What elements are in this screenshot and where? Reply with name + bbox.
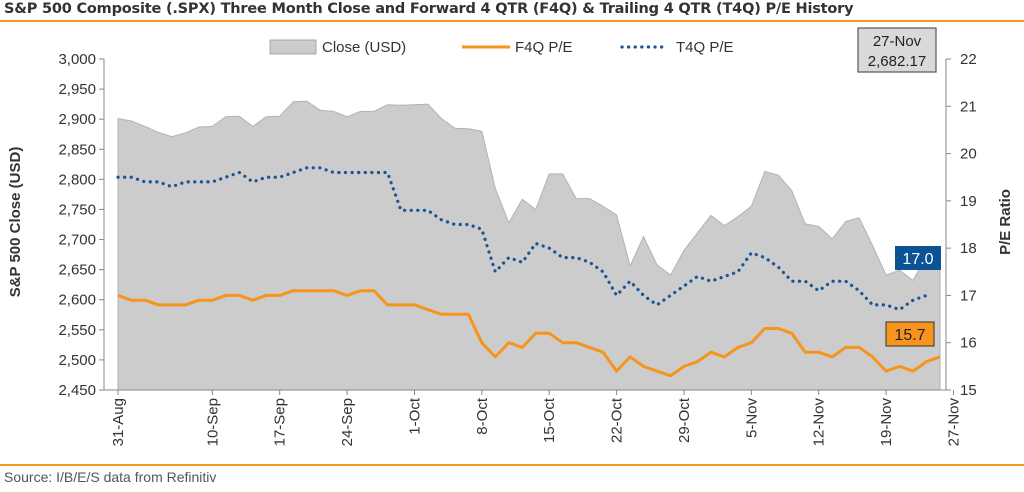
left-tick-label: 2,500 [58, 352, 96, 369]
f4q-callout-value: 15.7 [894, 327, 925, 344]
legend-swatch-close [269, 39, 317, 55]
right-tick-label: 16 [960, 335, 977, 352]
source-note: Source: I/B/E/S data from Refinitiv [4, 469, 217, 485]
right-tick-label: 17 [960, 287, 977, 304]
left-axis: 2,450 2,500 2,550 2,600 2,650 2,700 2,750 2,800… [58, 51, 105, 399]
x-tick-label: 8-Oct [474, 397, 491, 435]
chart: 2,450 2,500 2,550 2,600 2,650 2,700 2,750 2,800… [7, 27, 1014, 447]
y-axis-title-right: P/E Ratio [997, 189, 1014, 255]
left-tick-label: 2,850 [58, 141, 96, 158]
close-callout-date: 27-Nov [873, 33, 922, 50]
legend-label-f4q: F4Q P/E [515, 39, 573, 56]
x-tick-label: 22-Oct [609, 397, 626, 443]
x-tick-label: 27-Nov [945, 398, 962, 447]
right-tick-label: 20 [960, 146, 977, 163]
close-callout: 27-Nov 2,682.17 [857, 27, 937, 73]
right-tick-label: 18 [960, 240, 977, 257]
y-axis-title-left: S&P 500 Close (USD) [7, 147, 24, 298]
x-tick-label: 17-Sep [272, 398, 289, 446]
left-tick-label: 2,800 [58, 171, 96, 188]
right-tick-label: 19 [960, 193, 977, 210]
right-tick-label: 22 [960, 51, 977, 68]
close-area-series [117, 100, 941, 391]
left-tick-label: 2,650 [58, 262, 96, 279]
t4q-callout: 17.0 [895, 246, 941, 270]
legend-label-close: Close (USD) [322, 39, 406, 56]
left-tick-label: 3,000 [58, 51, 96, 68]
right-tick-label: 15 [960, 382, 977, 399]
chart-title: S&P 500 Composite (.SPX) Three Month Clo… [4, 1, 854, 17]
right-axis: 15 16 17 18 19 20 21 22 [945, 51, 977, 399]
f4q-callout: 15.7 [885, 321, 935, 347]
left-tick-label: 2,450 [58, 382, 96, 399]
left-tick-label: 2,750 [58, 201, 96, 218]
left-tick-label: 2,600 [58, 292, 96, 309]
x-tick-label: 29-Oct [676, 397, 693, 443]
legend-label-t4q: T4Q P/E [676, 39, 734, 56]
x-tick-label: 1-Oct [406, 397, 423, 435]
x-tick-label: 19-Nov [878, 398, 895, 447]
f4q-pe-line [117, 289, 941, 378]
close-callout-value: 2,682.17 [868, 53, 926, 70]
left-tick-label: 2,550 [58, 322, 96, 339]
x-axis: 31-Aug 10-Sep 17-Sep 24-Sep 1-Oct 8-Oct 15-Oct… [104, 389, 962, 447]
legend: Close (USD) F4Q P/E T4Q P/E [269, 39, 734, 56]
x-tick-label: 24-Sep [339, 398, 356, 446]
t4q-pe-line [116, 166, 929, 312]
top-accent-rule [0, 20, 1024, 22]
x-tick-label: 10-Sep [204, 398, 221, 446]
bottom-accent-rule [0, 464, 1024, 466]
left-tick-label: 2,700 [58, 232, 96, 249]
x-tick-label: 15-Oct [541, 397, 558, 443]
left-tick-label: 2,950 [58, 81, 96, 98]
right-tick-label: 21 [960, 98, 977, 115]
x-tick-label: 31-Aug [110, 398, 127, 446]
x-tick-label: 5-Nov [743, 398, 760, 439]
x-tick-label: 12-Nov [811, 398, 828, 447]
t4q-callout-value: 17.0 [902, 251, 933, 268]
left-tick-label: 2,900 [58, 111, 96, 128]
